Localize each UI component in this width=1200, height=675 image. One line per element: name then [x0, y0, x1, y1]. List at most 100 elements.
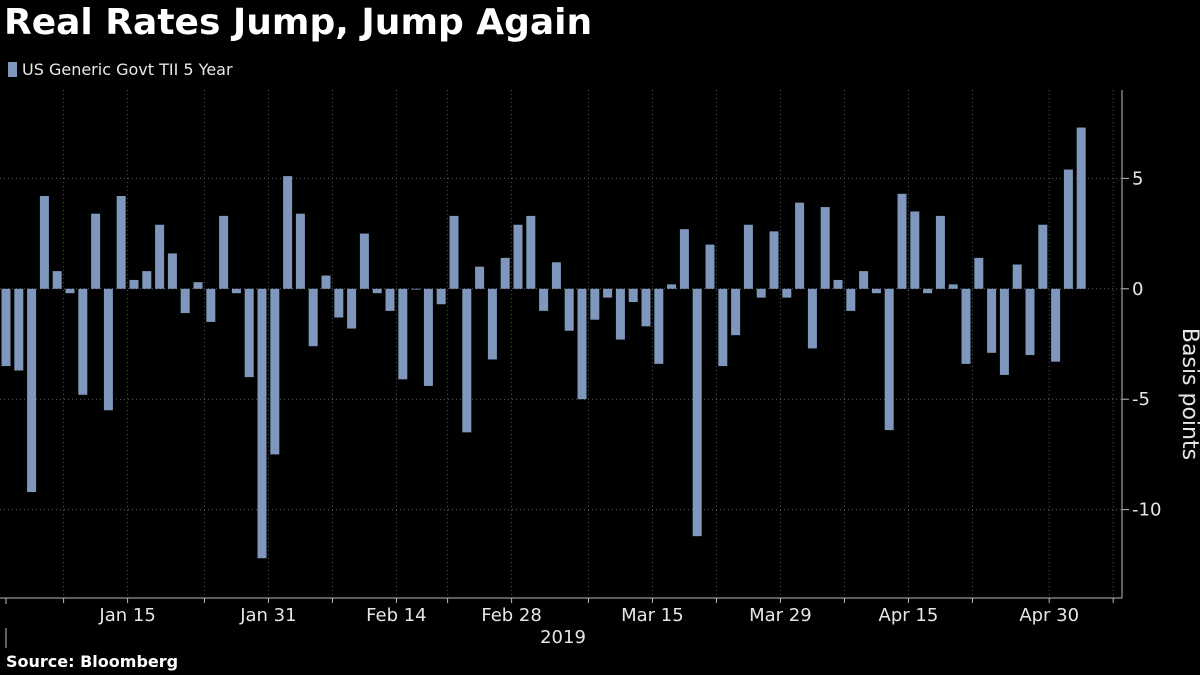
bar	[231, 288, 241, 294]
x-tick-label: Feb 28	[481, 605, 542, 626]
bar	[423, 288, 433, 386]
bar	[923, 288, 933, 294]
bar	[859, 271, 869, 289]
grid-lines	[0, 90, 1122, 598]
legend-label: US Generic Govt TII 5 Year	[22, 60, 233, 79]
bar	[334, 288, 344, 318]
bar	[820, 207, 830, 289]
bar	[398, 288, 408, 380]
bar	[295, 213, 305, 289]
bar	[1, 288, 11, 367]
y-tick-label: -5	[1132, 389, 1150, 410]
bar	[551, 262, 561, 289]
bar	[27, 288, 37, 492]
bar	[1038, 224, 1048, 289]
bar	[257, 288, 267, 559]
bar	[513, 224, 523, 289]
bar	[116, 196, 126, 289]
bar	[795, 202, 805, 289]
bar-series	[1, 127, 1086, 559]
bar	[219, 215, 229, 289]
bar	[1012, 264, 1022, 289]
bar	[78, 288, 88, 395]
source-note: Source: Bloomberg	[6, 652, 179, 671]
bar	[539, 288, 549, 311]
bar	[155, 224, 165, 289]
y-tick-label: 0	[1132, 279, 1143, 300]
bar	[590, 288, 600, 320]
bar	[807, 288, 817, 349]
bar	[833, 279, 843, 289]
bar	[871, 288, 881, 294]
bar	[14, 288, 24, 371]
axes	[0, 90, 1129, 648]
x-tick-label: Mar 15	[621, 605, 684, 626]
bar	[321, 275, 331, 289]
bar	[987, 288, 997, 353]
bar	[244, 288, 254, 378]
legend-swatch	[8, 62, 17, 77]
bar	[692, 288, 702, 537]
bar	[1063, 169, 1073, 289]
y-tick-label: -10	[1132, 500, 1161, 521]
bar	[782, 288, 792, 298]
y-tick-label: 5	[1132, 168, 1143, 189]
bar	[974, 257, 984, 289]
bar	[603, 288, 613, 298]
bar	[705, 244, 715, 289]
x-tick-label: Mar 29	[749, 605, 812, 626]
bar	[167, 253, 177, 289]
bar	[65, 288, 75, 294]
x-tick-label: Apr 15	[879, 605, 939, 626]
bar	[948, 284, 958, 289]
chart-title: Real Rates Jump, Jump Again	[4, 2, 593, 43]
x-tick-label: Apr 30	[1019, 605, 1079, 626]
bar	[641, 288, 651, 327]
bar	[628, 288, 638, 303]
bar	[769, 231, 779, 289]
bar	[347, 288, 357, 329]
bar	[615, 288, 625, 340]
bar	[411, 288, 421, 290]
chart-legend: US Generic Govt TII 5 Year	[8, 60, 233, 79]
bar	[500, 257, 510, 289]
axis-labels: 5 0 -5 -10 Basis points Jan 15 Jan 31 Feb 14 Feb…	[98, 168, 1200, 648]
bar	[667, 284, 677, 289]
bar	[1025, 288, 1035, 356]
bar	[39, 196, 49, 289]
y-axis-title: Basis points	[1177, 328, 1200, 460]
bar	[743, 224, 753, 289]
bar	[180, 288, 190, 314]
bar	[52, 271, 62, 289]
bar	[897, 193, 907, 289]
x-tick-label: Feb 14	[366, 605, 427, 626]
bar	[283, 176, 293, 289]
bar	[103, 288, 113, 411]
bar	[372, 288, 382, 294]
bar	[385, 288, 395, 311]
bar	[270, 288, 280, 455]
bar	[884, 288, 894, 431]
bar	[129, 279, 139, 289]
bar	[654, 288, 664, 364]
bar	[961, 288, 971, 364]
bar	[935, 215, 945, 289]
bar	[449, 215, 459, 289]
x-tick-label: Jan 31	[239, 605, 296, 626]
x-year-label: 2019	[540, 627, 586, 648]
bar	[718, 288, 728, 367]
bar	[359, 233, 369, 289]
bar	[731, 288, 741, 336]
bar	[308, 288, 318, 347]
x-tick-label: Jan 15	[98, 605, 155, 626]
bar	[846, 288, 856, 311]
bar	[436, 288, 446, 305]
bar	[679, 229, 689, 289]
bar	[577, 288, 587, 400]
bar	[475, 266, 485, 289]
bar	[999, 288, 1009, 375]
bar	[462, 288, 472, 433]
bar	[1076, 127, 1086, 289]
bar	[1051, 288, 1061, 362]
